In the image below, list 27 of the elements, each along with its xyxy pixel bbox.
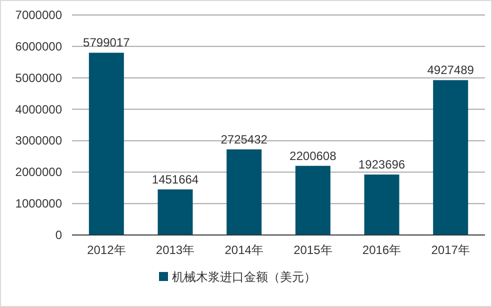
y-tick-label: 4000000: [15, 102, 62, 116]
bar: [433, 80, 468, 235]
bar: [295, 166, 330, 235]
data-label: 1923696: [358, 158, 406, 172]
y-tick-label: 0: [55, 228, 62, 242]
y-tick-label: 1000000: [15, 196, 62, 211]
bar: [158, 189, 193, 235]
x-tick-label: 2015年: [294, 243, 332, 257]
bar: [88, 52, 124, 235]
data-label: 2725432: [220, 132, 268, 146]
x-tick-label: 2017年: [431, 243, 470, 257]
y-tick-label: 6000000: [15, 39, 62, 54]
x-tick-label: 2016年: [362, 243, 402, 257]
y-tick-label: 3000000: [15, 134, 62, 148]
y-tick-label: 2000000: [15, 165, 62, 180]
data-label: 2200608: [290, 148, 337, 163]
y-tick-label: 5000000: [15, 70, 62, 85]
data-label: 1451664: [152, 172, 199, 186]
bar: [226, 149, 262, 235]
x-tick-label: 2014年: [224, 243, 264, 257]
x-tick-label: 2012年: [87, 243, 126, 257]
x-tick-label: 2013年: [156, 243, 195, 257]
legend-label: 机械木浆进口金额（美元）: [172, 270, 316, 284]
y-tick-label: 7000000: [15, 8, 62, 22]
data-label: 4927489: [427, 63, 474, 78]
data-label: 5799017: [83, 36, 130, 50]
bar: [364, 174, 400, 235]
